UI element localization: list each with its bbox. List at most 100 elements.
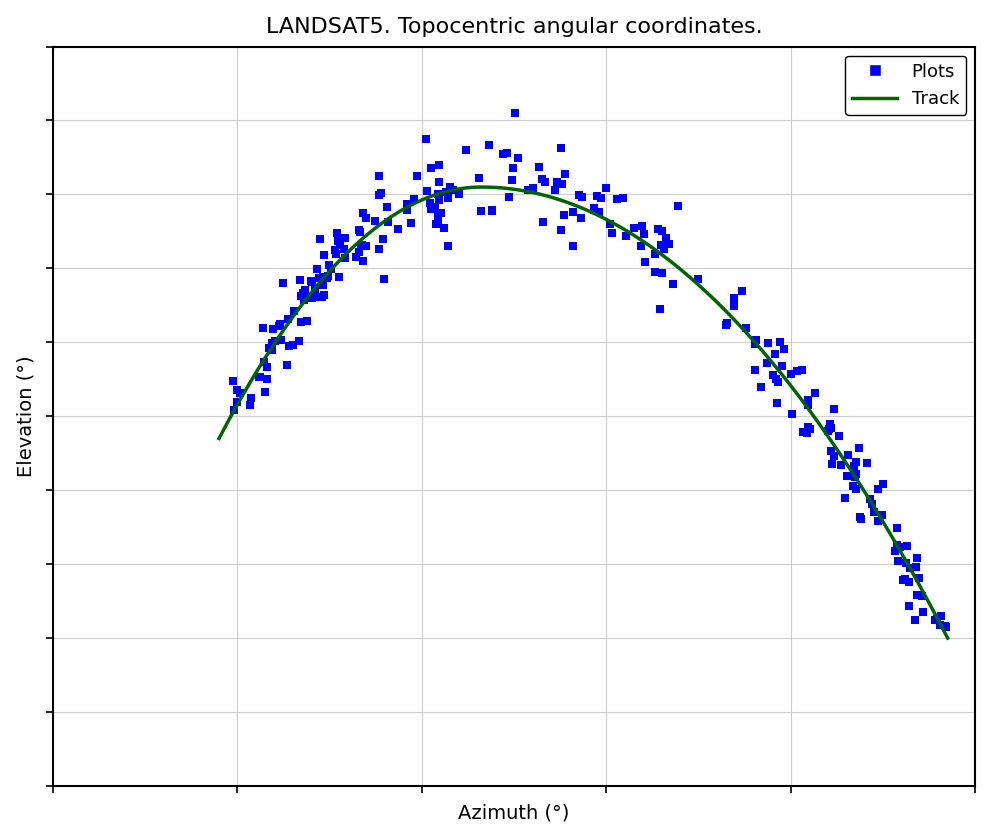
- Point: [293, 289, 309, 303]
- Point: [658, 231, 674, 244]
- Point: [321, 258, 337, 272]
- Legend: Plots, Track: Plots, Track: [845, 55, 966, 115]
- Point: [671, 200, 686, 213]
- Point: [423, 196, 438, 210]
- Point: [442, 180, 458, 193]
- Point: [909, 551, 925, 565]
- Point: [661, 237, 677, 251]
- Point: [430, 207, 445, 221]
- Point: [484, 204, 500, 217]
- Point: [769, 373, 785, 386]
- Point: [790, 364, 806, 378]
- Point: [794, 363, 809, 377]
- Point: [375, 232, 391, 246]
- Point: [767, 347, 783, 361]
- Point: [535, 216, 551, 229]
- Point: [652, 302, 668, 315]
- Point: [573, 211, 589, 225]
- Point: [259, 373, 275, 386]
- Point: [399, 203, 415, 216]
- Point: [598, 181, 614, 195]
- Point: [255, 321, 271, 335]
- Point: [285, 338, 301, 352]
- Point: [226, 404, 242, 417]
- Point: [315, 248, 331, 262]
- Point: [753, 380, 769, 393]
- Point: [760, 336, 776, 350]
- Point: [898, 556, 914, 570]
- Point: [228, 383, 244, 397]
- Point: [504, 173, 520, 186]
- Point: [719, 316, 735, 330]
- Point: [315, 279, 331, 292]
- Point: [895, 574, 911, 587]
- Point: [251, 370, 267, 383]
- Point: [936, 619, 952, 633]
- Point: [845, 479, 861, 492]
- Point: [309, 263, 324, 276]
- Point: [914, 589, 930, 602]
- Point: [267, 334, 283, 347]
- Point: [243, 392, 259, 405]
- Point: [776, 342, 792, 356]
- Point: [407, 192, 423, 206]
- Point: [373, 185, 389, 199]
- Point: [354, 238, 370, 252]
- Point: [292, 274, 308, 287]
- Point: [633, 239, 649, 253]
- Point: [329, 227, 345, 240]
- Point: [225, 374, 241, 388]
- Point: [891, 555, 907, 568]
- Point: [837, 492, 853, 505]
- Point: [738, 320, 754, 334]
- Point: [928, 613, 943, 627]
- Point: [558, 168, 573, 181]
- Point: [554, 224, 569, 237]
- Point: [747, 337, 763, 351]
- Point: [410, 169, 426, 183]
- Point: [555, 177, 570, 190]
- Point: [242, 398, 258, 411]
- Point: [353, 239, 369, 253]
- Point: [647, 248, 663, 261]
- Point: [826, 403, 842, 416]
- Point: [800, 399, 815, 412]
- Point: [822, 417, 838, 430]
- Point: [531, 160, 547, 174]
- Point: [726, 299, 742, 312]
- Point: [431, 159, 446, 172]
- Point: [665, 277, 681, 290]
- Point: [820, 424, 836, 437]
- Point: [747, 362, 763, 376]
- Point: [547, 183, 562, 196]
- Point: [726, 291, 742, 305]
- Point: [748, 334, 764, 347]
- X-axis label: Azimuth (°): Azimuth (°): [458, 803, 569, 822]
- Point: [471, 172, 487, 185]
- Point: [759, 356, 775, 369]
- Point: [847, 471, 863, 484]
- Point: [931, 618, 947, 632]
- Point: [769, 396, 785, 409]
- Point: [336, 252, 352, 265]
- Point: [874, 508, 890, 522]
- Point: [838, 470, 854, 483]
- Point: [535, 172, 551, 185]
- Point: [505, 161, 521, 175]
- Point: [770, 375, 786, 388]
- Point: [320, 269, 336, 283]
- Point: [287, 305, 303, 318]
- Point: [351, 245, 367, 258]
- Point: [852, 511, 868, 524]
- Point: [840, 448, 856, 461]
- Point: [783, 367, 799, 380]
- Point: [473, 205, 489, 218]
- Point: [637, 255, 653, 268]
- Point: [564, 206, 580, 219]
- Point: [371, 189, 387, 202]
- Point: [848, 482, 864, 496]
- Point: [330, 234, 346, 248]
- Point: [371, 242, 387, 256]
- Point: [604, 227, 620, 240]
- Point: [272, 317, 288, 331]
